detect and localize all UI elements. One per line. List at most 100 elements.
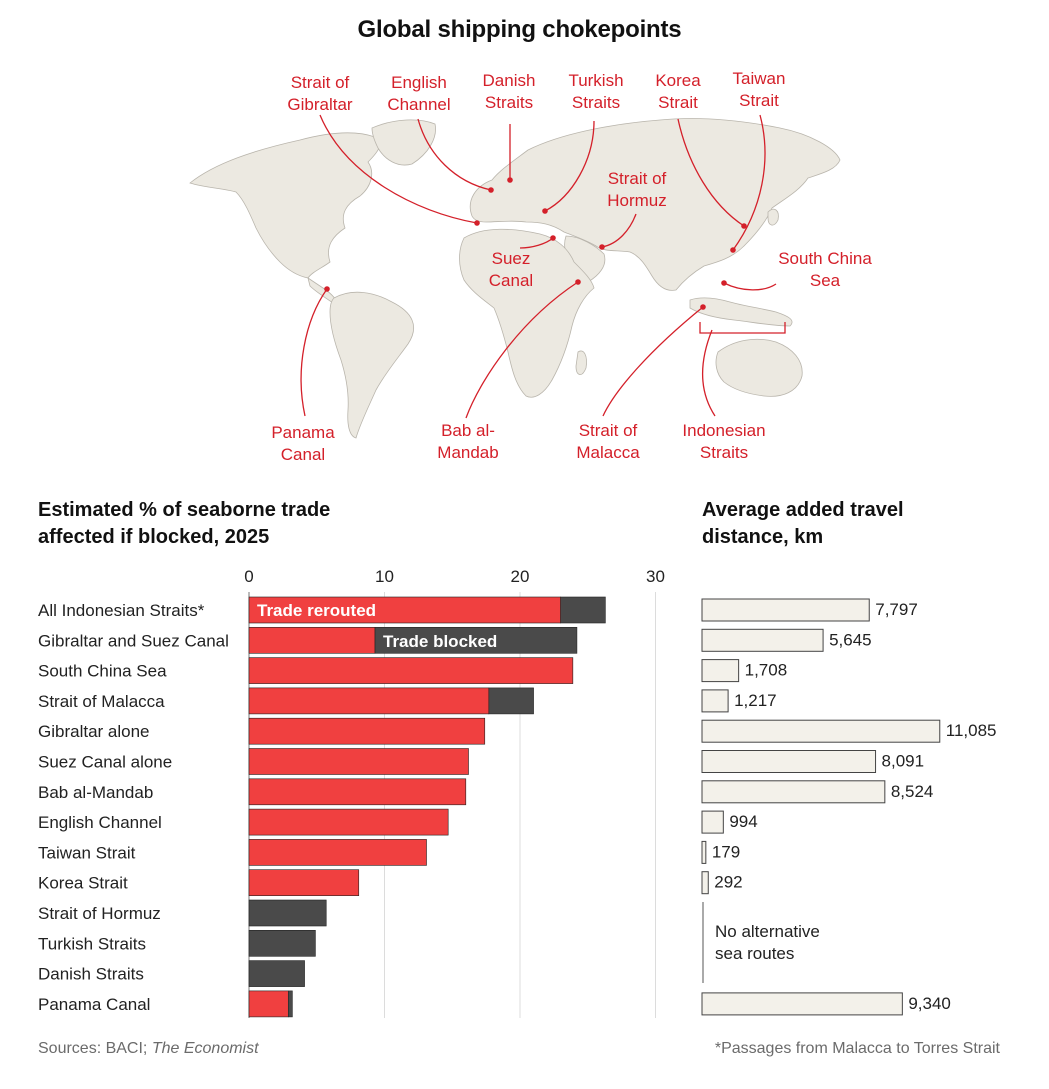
distance-bar <box>701 659 740 683</box>
map-connectors <box>300 114 786 419</box>
distance-value-label: 1,708 <box>745 661 788 680</box>
source-note: Sources: BACI; The Economist <box>38 1040 259 1057</box>
scs-connector <box>723 282 777 291</box>
chart-annotations: Trade rerouted Trade blocked No alternat… <box>257 601 820 983</box>
bar-rerouted <box>248 657 574 684</box>
bar-blocked <box>248 929 316 957</box>
x-tick-label: 10 <box>375 567 394 586</box>
distance-bar <box>701 871 709 895</box>
trade-chart-title: Estimated % of seaborne trade affected i… <box>38 499 331 548</box>
bar-blocked <box>287 990 293 1018</box>
label-gibraltar: Strait of Gibraltar <box>287 73 353 114</box>
label-turkish: Turkish Straits <box>568 71 623 112</box>
bar-blocked <box>560 596 606 624</box>
category-label: Gibraltar and Suez Canal <box>38 631 229 650</box>
taiwan-connector <box>732 114 766 251</box>
label-korea: Korea Strait <box>655 71 701 112</box>
category-label: Panama Canal <box>38 995 150 1014</box>
trade-bars <box>248 596 606 1018</box>
distance-bar <box>701 598 870 622</box>
scs-dot <box>721 280 727 286</box>
x-tick-label: 0 <box>244 567 253 586</box>
landmasses <box>189 118 841 439</box>
label-indonesian: Indonesian Straits <box>682 421 765 462</box>
label-panama: Panama Canal <box>271 423 335 464</box>
map-labels: Strait of Gibraltar English Channel Danish… <box>271 69 872 464</box>
bar-rerouted <box>248 717 486 745</box>
south-america-landmass <box>329 291 414 439</box>
bar-rerouted <box>248 748 469 775</box>
suez-dot <box>550 235 556 241</box>
malacca-connector <box>602 306 704 417</box>
distance-bar <box>701 810 724 834</box>
greenland-landmass <box>371 119 436 166</box>
indonesian-connector <box>701 329 716 417</box>
danish-dot <box>507 177 513 183</box>
eurasia-landmass <box>469 118 841 291</box>
hormuz-dot <box>599 244 605 250</box>
distance-bar <box>701 628 824 652</box>
label-suez: Suez Canal <box>489 249 533 290</box>
bar-blocked <box>488 687 534 715</box>
label-danish: Danish Straits <box>483 71 536 112</box>
category-label: Taiwan Strait <box>38 843 136 862</box>
distance-value-label: 7,797 <box>875 600 918 619</box>
japan-landmass <box>767 208 779 226</box>
hormuz-connector <box>601 213 637 248</box>
x-tick-label: 20 <box>511 567 530 586</box>
category-labels: All Indonesian Straits* Gibraltar and Sue… <box>38 601 229 1014</box>
turkish-connector <box>544 120 595 212</box>
world-map: Strait of Gibraltar English Channel Danish… <box>189 69 872 464</box>
annotation-blocked: Trade blocked <box>383 632 497 651</box>
label-bab: Bab al-Mandab <box>437 421 498 462</box>
english-channel-dot <box>488 187 494 193</box>
category-label: South China Sea <box>38 662 167 681</box>
bab-dot <box>575 279 581 285</box>
bar-rerouted <box>248 778 467 806</box>
bar-blocked <box>374 626 578 654</box>
panama-dot <box>324 286 330 292</box>
bar-rerouted <box>248 869 360 897</box>
gibraltar-dot <box>474 220 480 226</box>
annotation-no-alternative: No alternative sea routes <box>715 922 820 963</box>
chart-title: Global shipping chokepoints <box>357 16 682 43</box>
label-taiwan: Taiwan Strait <box>733 69 786 110</box>
distance-value-label: 179 <box>712 842 740 861</box>
australia-landmass <box>715 338 803 397</box>
distance-chart-title: Average added travel distance, km <box>702 499 904 548</box>
category-label: Strait of Malacca <box>38 692 165 711</box>
category-label: Suez Canal alone <box>38 753 172 772</box>
category-label: English Channel <box>38 813 162 832</box>
bar-rerouted <box>248 626 376 654</box>
label-hormuz: Strait of Hormuz <box>607 169 667 210</box>
category-label: Strait of Hormuz <box>38 904 161 923</box>
x-tick-labels: 0 10 20 30 <box>244 567 665 586</box>
bar-charts: 0 10 20 30 All Indonesian Straits* Gibraltar… <box>38 567 997 1018</box>
taiwan-dot <box>730 247 736 253</box>
label-south-china-sea: South China Sea <box>778 249 872 290</box>
distance-bar <box>701 719 941 743</box>
distance-value-label: 9,340 <box>908 994 951 1013</box>
distance-value-label: 5,645 <box>829 630 872 649</box>
turkish-dot <box>542 208 548 214</box>
distance-bar <box>701 780 886 804</box>
annotation-rerouted: Trade rerouted <box>257 601 376 620</box>
x-tick-label: 30 <box>646 567 665 586</box>
central-america-landmass <box>307 277 337 304</box>
distance-bar <box>701 992 903 1016</box>
distance-value-label: 292 <box>714 873 742 892</box>
bar-rerouted <box>248 808 449 836</box>
category-label: Danish Straits <box>38 965 144 984</box>
bar-rerouted <box>248 990 289 1018</box>
footnote: *Passages from Malacca to Torres Strait <box>714 1040 1000 1057</box>
distance-value-label: 8,091 <box>882 752 925 771</box>
southeast-asia-islands <box>689 297 793 327</box>
distance-value-label: 8,524 <box>891 782 934 801</box>
bar-blocked <box>248 899 327 927</box>
distance-bar <box>701 750 877 773</box>
malacca-dot <box>700 304 706 310</box>
category-label: Korea Strait <box>38 874 128 893</box>
bab-connector <box>465 281 579 419</box>
korea-dot <box>741 223 747 229</box>
